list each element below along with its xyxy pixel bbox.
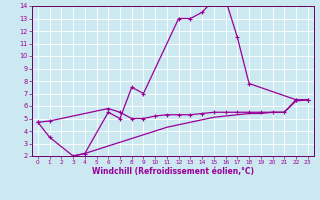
X-axis label: Windchill (Refroidissement éolien,°C): Windchill (Refroidissement éolien,°C) bbox=[92, 167, 254, 176]
